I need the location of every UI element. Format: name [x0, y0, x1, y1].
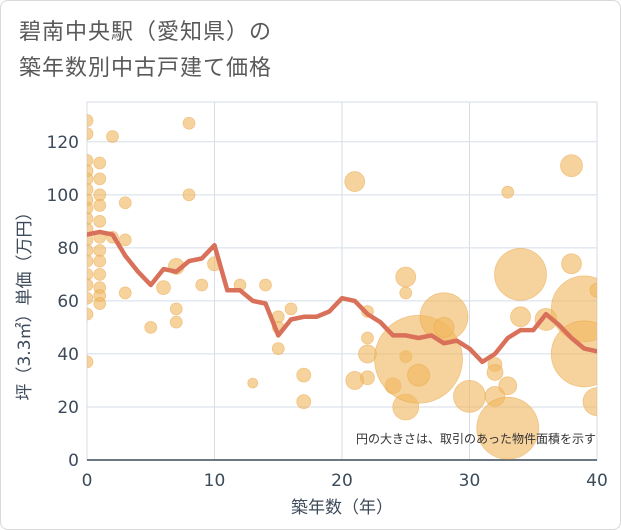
y-tick-label: 0: [68, 451, 79, 471]
bubble-point: [407, 363, 430, 387]
bubble-point: [87, 212, 94, 226]
bubble-point: [561, 253, 582, 275]
bubble-point: [182, 116, 196, 130]
bubble-point: [87, 183, 94, 196]
bubble-point: [144, 321, 158, 334]
chart-title-line1: 碧南中央駅（愛知県）の: [19, 20, 273, 45]
bubble-point: [501, 185, 515, 199]
bubble-point: [169, 302, 183, 316]
bubble-point: [284, 302, 298, 316]
bubble-point: [93, 214, 107, 228]
x-tick-label: 0: [82, 471, 93, 491]
bubble-point: [494, 247, 547, 301]
bubble-point: [486, 364, 504, 381]
bubble-point: [195, 278, 209, 292]
bubble-point: [169, 315, 183, 329]
bubble-point: [118, 233, 132, 247]
bubble-point: [87, 355, 94, 369]
bubble-point: [453, 379, 486, 413]
bubble-point: [87, 254, 94, 268]
tick-labels: 0 20 40 60 80 100 120 0 10 20 30 40: [47, 133, 608, 491]
bubble-point: [560, 154, 583, 178]
y-tick-label: 40: [57, 345, 79, 365]
bubble-point: [118, 196, 132, 210]
bubble-point: [476, 396, 540, 460]
bubble-point: [361, 331, 374, 345]
bubble-point: [156, 280, 171, 296]
trend-line-layer: [87, 229, 597, 365]
bubble-point: [498, 376, 518, 396]
x-axis-title: 築年数（年）: [291, 498, 393, 518]
chart-title: 碧南中央駅（愛知県）の 築年数別中古戸建て価格: [19, 15, 272, 87]
bubble-point: [358, 344, 377, 364]
bubble-point: [399, 286, 413, 300]
y-axis-title: 坪（3.3㎡）単価（万円）: [15, 203, 35, 400]
bubble-point: [93, 188, 107, 202]
average-price-line: [87, 229, 597, 365]
bubble-layer: [87, 114, 597, 460]
bubble-point: [87, 278, 94, 292]
bubble-point: [433, 317, 455, 338]
x-tick-label: 10: [204, 471, 226, 491]
bubble-point: [87, 233, 94, 247]
x-tick-label: 40: [586, 471, 608, 491]
bubble-point: [296, 367, 312, 383]
bubble-point: [87, 244, 94, 257]
y-tick-label: 20: [57, 398, 79, 418]
bubble-point: [93, 297, 107, 310]
bubble-point: [259, 278, 272, 292]
y-tick-label: 100: [47, 186, 79, 206]
y-tick-label: 80: [57, 239, 79, 259]
y-tick-label: 60: [57, 292, 79, 312]
bubble-point: [93, 267, 107, 281]
bubble-point: [93, 199, 107, 212]
bubble-point: [93, 172, 107, 186]
bubble-point: [87, 172, 94, 186]
bubble-point: [87, 267, 94, 281]
bubble-point: [182, 188, 196, 202]
chart-title-line2: 築年数別中古戸建て価格: [19, 56, 273, 81]
bubble-point: [93, 156, 107, 170]
bubble-point: [93, 254, 107, 268]
bubble-point: [247, 377, 259, 389]
bubble-point: [87, 291, 94, 305]
bubble-point: [360, 370, 375, 386]
bubble-point: [296, 394, 312, 410]
size-note: 円の大きさは、取引のあった物件面積を示す: [356, 431, 596, 446]
bubble-point: [271, 342, 285, 356]
bubble-point: [510, 306, 531, 328]
bubble-point: [93, 244, 107, 257]
bubble-point: [87, 127, 94, 141]
x-tick-label: 30: [459, 471, 481, 491]
bubble-point: [395, 266, 417, 288]
x-tick-label: 20: [331, 471, 353, 491]
bubble-point: [106, 130, 119, 143]
bubble-point: [87, 201, 94, 215]
bubble-point: [87, 153, 94, 167]
bubble-point: [589, 282, 597, 298]
bubble-point: [344, 171, 366, 192]
bubble-point: [550, 320, 597, 388]
bubble-point: [118, 286, 132, 300]
bubble-point: [87, 307, 94, 321]
bubble-point: [87, 114, 94, 127]
bubble-point: [582, 387, 597, 417]
y-tick-label: 120: [47, 133, 79, 153]
